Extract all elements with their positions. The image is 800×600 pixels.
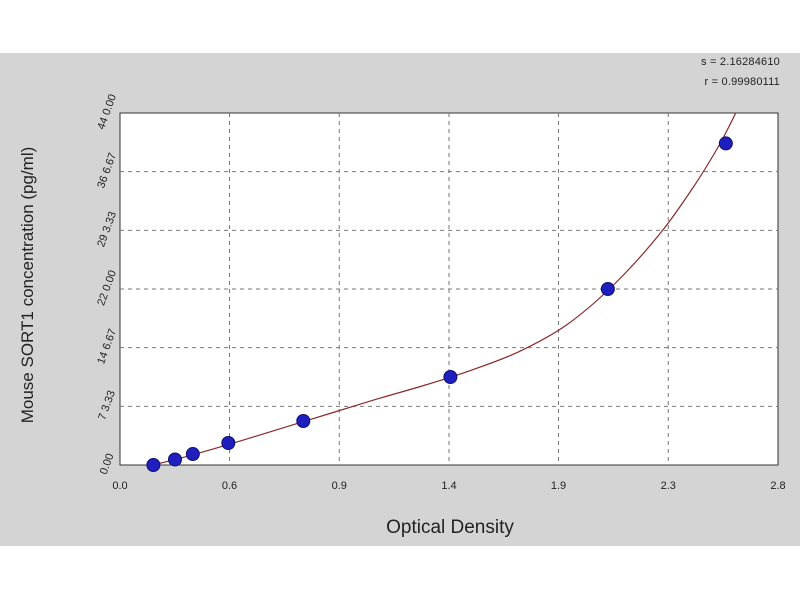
y-tick-label: 22 0.00 bbox=[95, 269, 119, 308]
y-tick-label: 29 3.33 bbox=[95, 210, 119, 249]
y-axis-label: Mouse SORT1 concentration (pg/ml) bbox=[18, 146, 37, 424]
data-point bbox=[146, 458, 161, 472]
y-tick-label: 36 6.67 bbox=[95, 151, 119, 190]
y-tick-label: 0.00 bbox=[98, 452, 117, 476]
x-tick-label: 2.8 bbox=[770, 480, 785, 492]
grid-lines bbox=[120, 113, 778, 465]
x-axis-label: Optical Density bbox=[386, 517, 514, 538]
data-point bbox=[443, 370, 458, 384]
stat-r: r = 0.99980111 bbox=[704, 76, 780, 88]
data-point bbox=[600, 282, 615, 296]
x-tick-label: 0.6 bbox=[222, 480, 237, 492]
data-point bbox=[718, 136, 733, 151]
y-tick-label: 7 3.33 bbox=[96, 389, 118, 422]
data-point bbox=[167, 452, 182, 467]
x-tick-label: 1.4 bbox=[441, 480, 456, 492]
y-tick-label: 44 0.00 bbox=[95, 93, 119, 132]
data-point bbox=[185, 447, 200, 462]
x-tick-label: 1.9 bbox=[551, 480, 566, 492]
fit-curve bbox=[152, 112, 737, 466]
stat-s: s = 2.16284610 bbox=[701, 56, 780, 68]
data-points bbox=[146, 136, 733, 472]
x-tick-label: 2.3 bbox=[661, 480, 676, 492]
data-point bbox=[221, 436, 236, 450]
x-tick-label: 0.9 bbox=[332, 480, 347, 492]
y-tick-label: 14 6.67 bbox=[95, 327, 119, 366]
data-point bbox=[296, 414, 311, 428]
x-tick-label: 0.0 bbox=[112, 480, 127, 492]
